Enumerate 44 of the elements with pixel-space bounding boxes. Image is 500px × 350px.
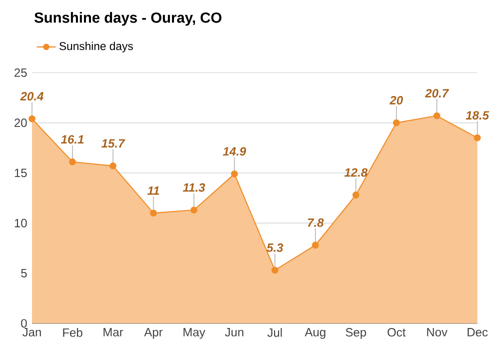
data-label: 12.8 bbox=[344, 168, 368, 177]
y-tick-label: 10 bbox=[14, 218, 27, 228]
point bbox=[190, 206, 198, 214]
x-tick-label: Oct bbox=[388, 328, 406, 337]
chart-title: Sunshine days - Ouray, CO bbox=[34, 12, 222, 26]
data-label: 5.3 bbox=[266, 243, 284, 252]
point bbox=[271, 266, 278, 274]
x-tick-label: Dec bbox=[468, 328, 488, 336]
point bbox=[352, 192, 360, 198]
point bbox=[110, 162, 116, 170]
x-tick-label: Apr bbox=[144, 328, 163, 339]
point bbox=[312, 242, 319, 249]
point bbox=[69, 158, 76, 166]
data-label: 18.5 bbox=[466, 111, 490, 120]
point bbox=[392, 119, 400, 126]
y-tick-label: 5 bbox=[21, 269, 27, 278]
x-tick-label: May bbox=[184, 328, 206, 339]
point bbox=[433, 112, 440, 120]
x-tick-label: Jul bbox=[267, 328, 282, 337]
y-tick-label: 15 bbox=[14, 168, 27, 178]
y-tick-label: 20 bbox=[14, 118, 27, 128]
y-tick-label: 0 bbox=[21, 319, 27, 328]
data-label: 20.4 bbox=[20, 92, 44, 101]
legend-label: Sunshine days bbox=[59, 42, 133, 52]
x-tick-label: Mar bbox=[104, 328, 124, 336]
x-tick-label: Jan bbox=[22, 328, 41, 336]
x-tick-label: Jun bbox=[224, 328, 244, 336]
point bbox=[474, 134, 481, 142]
point bbox=[230, 170, 238, 178]
data-label: 15.7 bbox=[101, 139, 126, 148]
data-label: 14.9 bbox=[222, 147, 246, 156]
x-tick-label: Feb bbox=[63, 328, 82, 337]
x-tick-label: Nov bbox=[427, 328, 448, 336]
x-tick-label: Sep bbox=[346, 328, 366, 339]
y-tick-label: 25 bbox=[14, 68, 27, 77]
point bbox=[28, 115, 36, 122]
x-tick-label: Aug bbox=[304, 328, 326, 339]
data-label: 20 bbox=[390, 96, 403, 105]
point bbox=[150, 210, 157, 217]
data-label: 16.1 bbox=[60, 135, 84, 144]
data-label: 11 bbox=[147, 186, 160, 195]
data-label: 20.7 bbox=[424, 89, 450, 98]
data-label: 7.8 bbox=[308, 218, 324, 227]
data-label: 11.3 bbox=[182, 183, 206, 192]
